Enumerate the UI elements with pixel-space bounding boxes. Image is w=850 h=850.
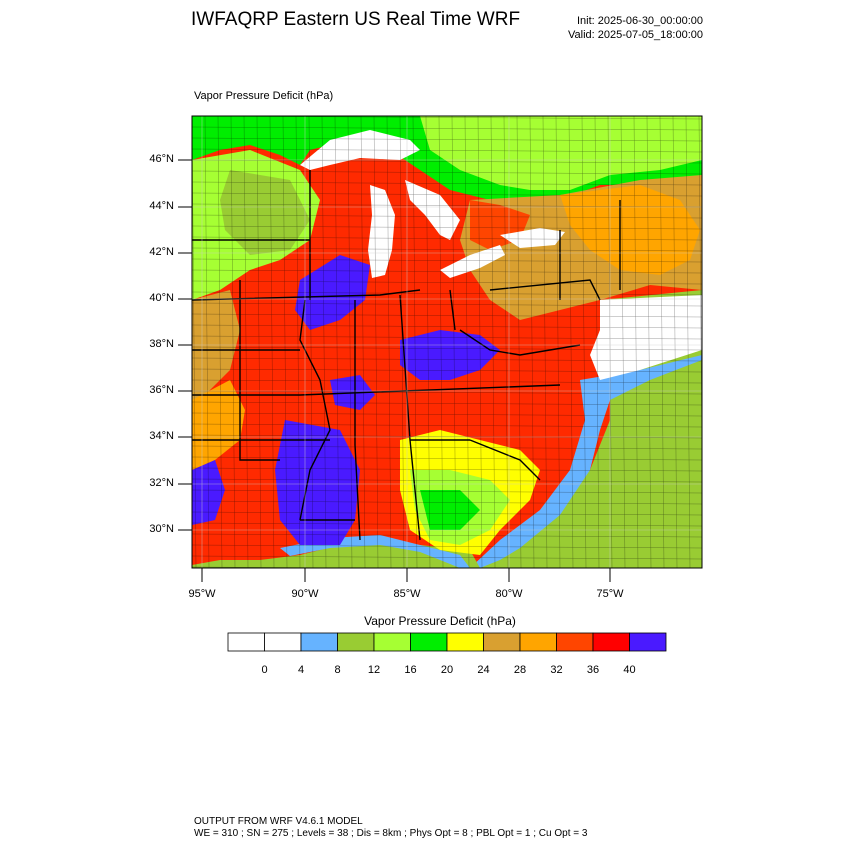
lon-label: 90°W [291,588,319,600]
footer-line-1: OUTPUT FROM WRF V4.6.1 MODEL [194,816,363,827]
colorbar-label: 28 [513,664,527,676]
lat-label: 44°N [149,200,174,212]
lat-label: 42°N [149,246,174,258]
init-valid-times: Init: 2025-06-30_00:00:00 Valid: 2025-07… [568,14,703,42]
colorbar-label: 40 [623,664,636,676]
footer-line-2: WE = 310 ; SN = 275 ; Levels = 38 ; Dis … [194,828,588,839]
colorbar-label: 36 [586,664,600,676]
colorbar-swatch [556,632,594,652]
map-fill [192,116,702,568]
colorbar-label: 0 [261,664,268,676]
init-time: Init: 2025-06-30_00:00:00 [577,15,703,27]
colorbar-label: 16 [404,664,417,676]
lon-label: 80°W [495,588,523,600]
lat-label: 38°N [149,338,174,350]
lon-label: 85°W [393,588,421,600]
latlon-grid [192,116,702,568]
colorbar-label: 24 [477,664,490,676]
lat-label: 36°N [149,384,174,396]
lat-label: 32°N [149,477,174,489]
valid-time: Valid: 2025-07-05_18:00:00 [568,29,703,41]
colorbar-label: 8 [334,664,341,676]
lat-label: 40°N [149,292,174,304]
colorbar-swatch [629,632,667,652]
colorbar-swatch [373,632,411,652]
lon-label: 95°W [188,588,216,600]
field-label: Vapor Pressure Deficit (hPa) [194,90,334,102]
colorbar-label: 32 [550,664,563,676]
colorbar-label: 12 [367,664,381,676]
lon-label: 75°W [596,588,624,600]
axis-ticks [178,159,611,582]
colorbar-swatch [483,632,521,652]
colorbar-swatch [446,632,484,652]
colorbar-swatch [410,632,448,652]
colorbar-label: 20 [440,664,454,676]
map-title: IWFAQRP Eastern US Real Time WRF [191,9,521,30]
map-frame [191,115,703,569]
model-footer: OUTPUT FROM WRF V4.6.1 MODEL WE = 310 ; … [194,816,587,840]
lat-label: 46°N [149,153,174,165]
lat-label: 30°N [149,523,174,535]
colorbar-swatch [264,632,302,652]
colorbar-swatch [519,632,557,652]
colorbar-swatch [592,632,630,652]
county-lines [192,116,702,568]
lat-label: 34°N [149,430,174,442]
colorbar-label: 4 [297,664,305,676]
state-boundaries [192,170,621,541]
colorbar-swatch [227,632,265,652]
colorbar [227,632,667,652]
colorbar-swatch [337,632,375,652]
colorbar-title: Vapor Pressure Deficit (hPa) [364,614,516,628]
colorbar-swatch [300,632,338,652]
